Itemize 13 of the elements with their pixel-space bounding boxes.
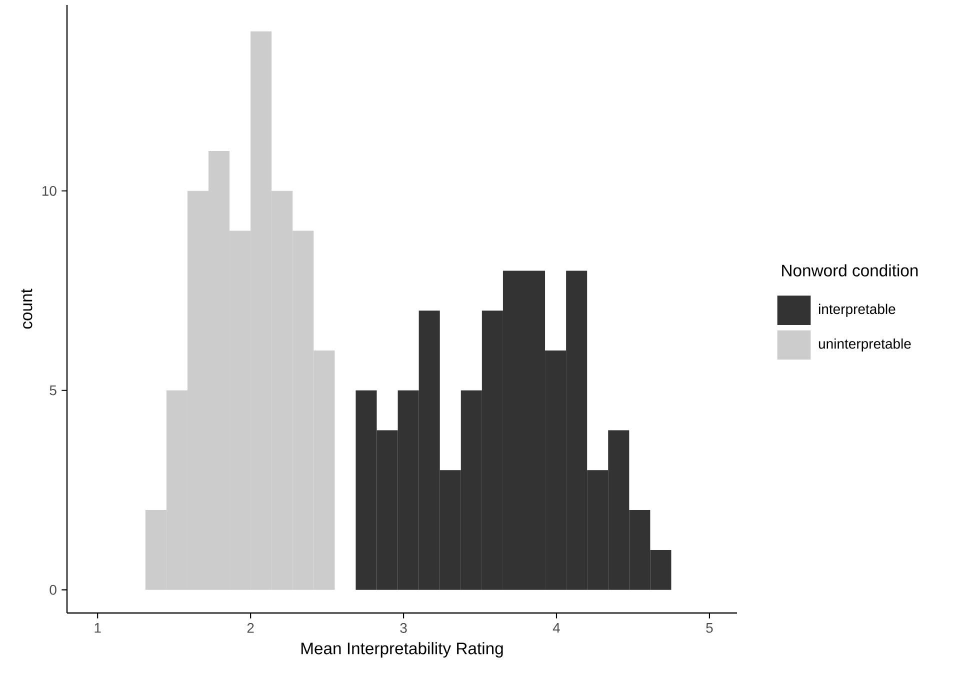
x-tick-label: 4 (552, 623, 560, 633)
x-tick-label: 1 (94, 623, 101, 633)
y-tick-label: 10 (42, 186, 56, 196)
legend-label: uninterpretable (818, 338, 911, 352)
legend-label: interpretable (818, 304, 896, 317)
x-tick-label: 5 (706, 623, 713, 633)
y-tick-label: 0 (50, 584, 56, 595)
x-tick-label: 3 (400, 623, 407, 633)
legend-title: Nonword condition (782, 264, 918, 276)
x-axis-title: Mean Interpretability Rating (301, 642, 503, 658)
x-tick-label: 2 (247, 623, 254, 633)
y-axis-title: count (21, 288, 32, 329)
y-tick-label: 5 (50, 386, 56, 396)
